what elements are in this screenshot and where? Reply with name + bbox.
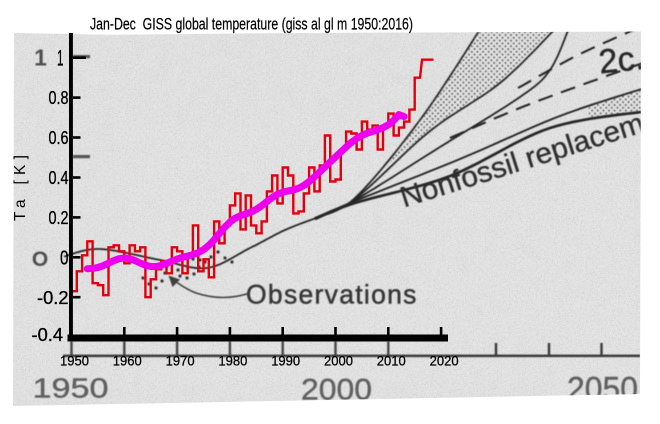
svg-text:-0.4: -0.4 — [32, 325, 64, 345]
svg-text:0.8: 0.8 — [49, 88, 69, 108]
svg-text:1950: 1950 — [60, 353, 89, 369]
svg-text:Jan-Dec GISS global temperatu: Jan-Dec GISS global temperature (giss al… — [90, 15, 413, 34]
svg-text:1960: 1960 — [113, 353, 142, 369]
svg-text:2010: 2010 — [377, 353, 406, 369]
svg-text:1: 1 — [57, 46, 64, 71]
svg-text:0: 0 — [60, 248, 69, 270]
svg-text:-0.2: -0.2 — [37, 288, 69, 308]
svg-text:2020: 2020 — [430, 353, 459, 369]
svg-text:1950: 1950 — [33, 373, 109, 404]
svg-text:2000: 2000 — [324, 353, 353, 369]
svg-text:1990: 1990 — [271, 353, 300, 369]
svg-text:1980: 1980 — [218, 353, 247, 369]
svg-text:0.6: 0.6 — [49, 128, 69, 148]
svg-text:Observations: Observations — [246, 280, 418, 310]
svg-text:0.2: 0.2 — [49, 208, 69, 228]
svg-text:1970: 1970 — [166, 353, 195, 369]
svg-text:O: O — [32, 248, 48, 271]
svg-text:1: 1 — [34, 45, 47, 71]
svg-text:2c.: 2c. — [597, 39, 646, 82]
svg-text:0.4: 0.4 — [49, 168, 69, 188]
